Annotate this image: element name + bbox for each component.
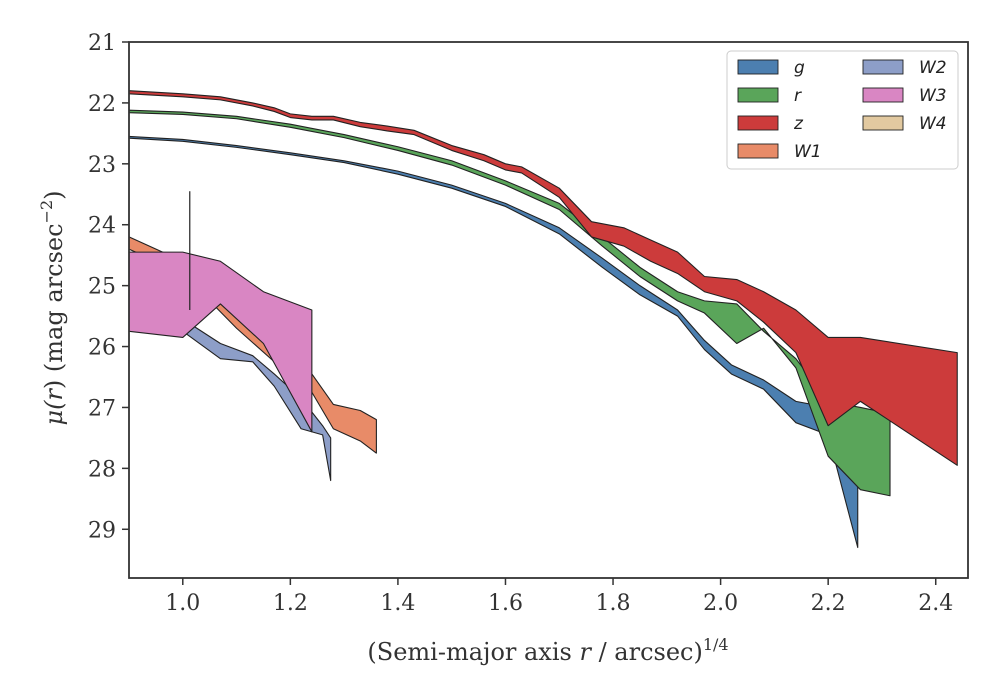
svg-text:(Semi-major axis r / arcsec)1/: (Semi-major axis r / arcsec)1/4: [367, 635, 728, 666]
legend-swatch-W2: [862, 59, 904, 75]
legend-swatch-z: [737, 115, 779, 131]
legend-label-W1: W1: [794, 142, 822, 162]
y-tick-label: 29: [88, 518, 116, 543]
legend: grz W1 W2 W3 W4: [726, 50, 959, 170]
x-axis-title-part-2: / arcsec): [591, 638, 703, 666]
legend-swatch-W1: [737, 143, 779, 159]
legend-swatch-r: [737, 87, 779, 103]
y-axis-title-close: ): [40, 190, 68, 199]
series-band-r: [129, 109, 891, 497]
x-tick-label: 2.0: [703, 591, 738, 616]
y-axis-title-exponent: −2: [37, 200, 56, 224]
x-tick-label: 1.6: [488, 591, 523, 616]
y-tick-label: 25: [88, 275, 116, 300]
x-axis-title-variable: r: [579, 638, 592, 666]
y-tick-label: 23: [88, 153, 116, 178]
legend-swatch-W4: [862, 115, 904, 131]
y-tick-label: 28: [88, 457, 116, 482]
series-band-W3: [129, 251, 313, 433]
series-band-g: [129, 135, 859, 549]
x-tick-label: 1.0: [165, 591, 200, 616]
y-tick-label: 27: [88, 396, 116, 421]
legend-label-z: z: [793, 114, 804, 134]
y-tick-label: 24: [88, 214, 116, 239]
legend-swatch-g: [737, 59, 779, 75]
y-tick-label: 26: [88, 336, 116, 361]
legend-label-W4: W4: [919, 114, 947, 134]
x-axis-title-exponent: 1/4: [703, 635, 729, 654]
x-tick-label: 1.4: [380, 591, 415, 616]
plot-frame: [128, 41, 969, 579]
svg-text:μ(r) (mag arcsec−2): μ(r) (mag arcsec−2): [37, 190, 68, 425]
y-axis-title-symbol: μ(: [40, 400, 68, 426]
y-axis-title: μ(r) (mag arcsec−2): [37, 190, 68, 425]
y-axis-title-part-2: ) (mag arcsec: [40, 223, 68, 389]
legend-label-g: g: [794, 58, 805, 78]
legend-box: [726, 50, 959, 170]
x-axis-title-part-1: (Semi-major axis: [367, 638, 579, 666]
plot-area: [129, 90, 958, 549]
legend-swatch-W3: [862, 87, 904, 103]
x-tick-label: 2.4: [918, 591, 953, 616]
y-axis-title-variable: r: [40, 388, 68, 401]
series-band-z: [129, 90, 958, 466]
legend-label-W2: W2: [919, 58, 947, 78]
x-tick-label: 1.8: [596, 591, 631, 616]
x-axis-title: (Semi-major axis r / arcsec)1/4: [367, 635, 728, 666]
x-tick-label: 2.2: [811, 591, 846, 616]
legend-label-r: r: [794, 86, 802, 106]
legend-label-W3: W3: [919, 86, 947, 106]
x-tick-label: 1.2: [273, 591, 308, 616]
y-tick-label: 22: [88, 92, 116, 117]
y-tick-label: 21: [88, 31, 116, 56]
